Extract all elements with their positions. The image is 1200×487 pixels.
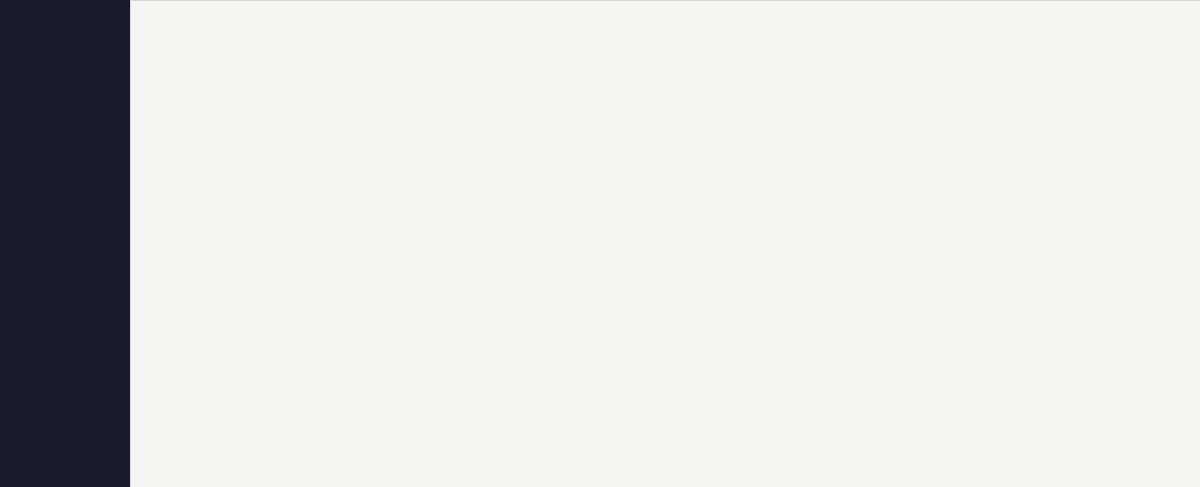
Text: $f(x) = x^3 + 2x;$: $f(x) = x^3 + 2x;$	[220, 85, 348, 109]
Text: ✗: ✗	[487, 391, 510, 419]
Text: ✓: ✓	[487, 298, 510, 326]
Bar	[254, 139, 466, 191]
Bar	[254, 213, 466, 265]
Text: ✓: ✓	[487, 225, 510, 253]
Bar	[254, 369, 466, 421]
Text: $-12$: $-12$	[274, 155, 317, 175]
Text: ✓: ✓	[487, 151, 510, 179]
Text: $f(0) =$: $f(0) =$	[155, 301, 208, 322]
Text: Evaluate the function at the indicated values. (If an answer is undefined, enter: Evaluate the function at the indicated v…	[155, 37, 875, 52]
Text: $-3$: $-3$	[274, 229, 304, 249]
Text: $0$: $0$	[274, 302, 287, 322]
Text: $f(-2) =$: $f(-2) =$	[155, 154, 223, 175]
Text: $f(-1) =$: $f(-1) =$	[155, 228, 223, 249]
Text: $f\!\left(\dfrac{1}{2}\right) =$: $f\!\left(\dfrac{1}{2}\right) =$	[155, 375, 214, 414]
Text: $f(-2),\ f(-1),\ f(0),\ f\!\left(\dfrac{1}{2}\right)$: $f(-2),\ f(-1),\ f(0),\ f\!\left(\dfrac{…	[520, 85, 737, 124]
Bar	[254, 286, 466, 338]
Text: $\dfrac{2}{3}$: $\dfrac{2}{3}$	[280, 374, 295, 416]
